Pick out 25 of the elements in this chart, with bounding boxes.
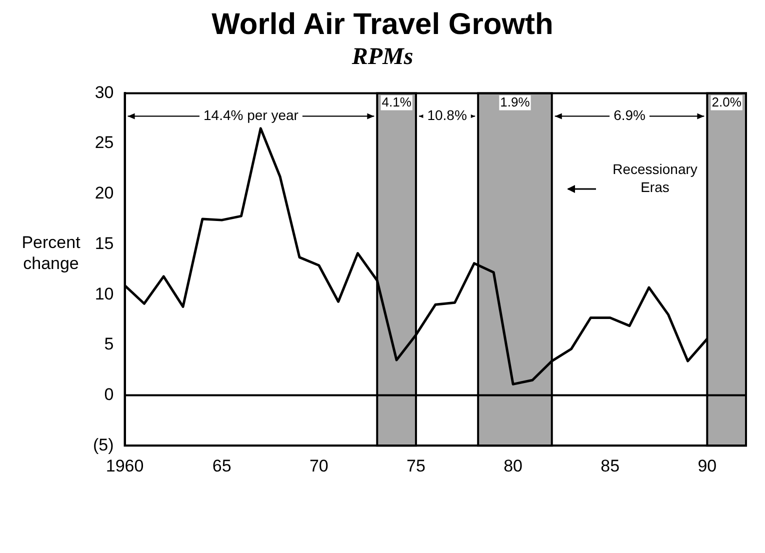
x-tick-label: 70 [309,456,328,476]
y-tick-label: (5) [92,435,114,454]
y-axis-title: Percent change [20,232,82,274]
band-label: 4.1% [382,94,412,110]
annotation: Recessionary Eras [600,160,710,196]
y-tick-label: 5 [104,334,114,354]
x-tick-label: 75 [406,456,426,476]
x-tick-label: 90 [698,456,717,476]
annotation: 6.9% [614,107,646,124]
annotation: 14.4% per year [203,107,299,124]
y-tick-label: 0 [104,384,114,404]
y-tick-label: 15 [94,234,114,253]
band-label: 1.9% [500,94,530,110]
y-tick-label: 20 [94,184,114,203]
x-tick-label: 65 [212,456,232,476]
y-tick-label: 30 [94,82,114,102]
chart-subtitle: RPMs [350,44,414,71]
x-tick-label: 85 [600,456,620,476]
annotation: 10.8% [427,107,467,124]
y-tick-label: 10 [94,284,114,304]
band-label: 2.0% [712,94,742,110]
chart-title: World Air Travel Growth [210,8,554,42]
x-tick-label: 1960 [106,456,144,476]
y-tick-label: 25 [94,133,114,152]
x-tick-label: 80 [504,456,522,476]
